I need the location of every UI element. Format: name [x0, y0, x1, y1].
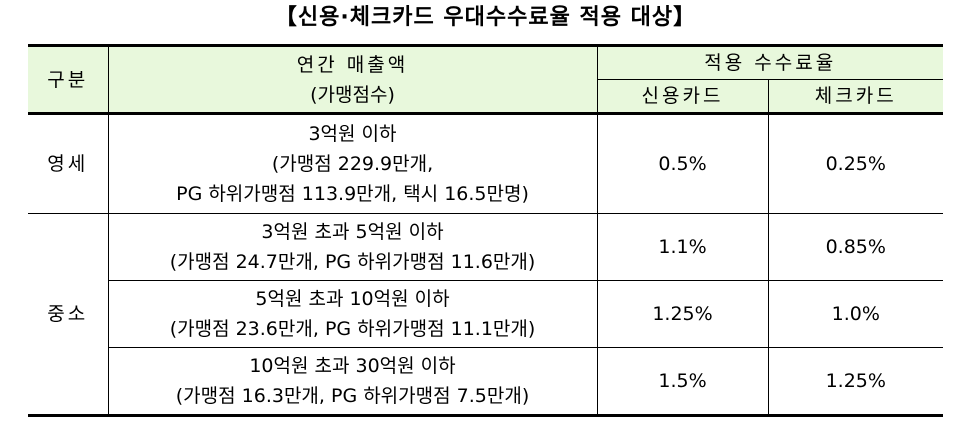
header-revenue: 연간 매출액 (가맹점수): [107, 44, 598, 115]
revenue-cell: 3억원 이하 (가맹점 229.9만개, PG 하위가맹점 113.9만개, 택…: [107, 113, 598, 214]
table-row: 영세 3억원 이하 (가맹점 229.9만개, PG 하위가맹점 113.9만개…: [28, 113, 944, 214]
table-row: 10억원 초과 30억원 이하 (가맹점 16.3만개, PG 하위가맹점 7.…: [28, 347, 944, 417]
table-row: 중소 3억원 초과 5억원 이하 (가맹점 24.7만개, PG 하위가맹점 1…: [28, 213, 944, 417]
header-row-1: 구분 연간 매출액 (가맹점수) 적용 수수료율: [28, 44, 944, 115]
header-applied-rate: 적용 수수료율: [596, 44, 944, 80]
preferential-rate-table: 구분 연간 매출액 (가맹점수) 적용 수수료율 신용카드 체크카드 영세 3억…: [28, 44, 944, 417]
check-rate-cell: 1.25%: [767, 347, 944, 417]
credit-rate-cell: 1.25%: [596, 280, 769, 348]
header-row-2: 신용카드 체크카드: [28, 79, 944, 115]
check-rate-cell: 0.85%: [767, 213, 944, 281]
revenue-cell: 10억원 초과 30억원 이하 (가맹점 16.3만개, PG 하위가맹점 7.…: [107, 347, 598, 417]
category-cell: 중소: [28, 213, 109, 417]
credit-rate-cell: 1.1%: [596, 213, 769, 281]
header-revenue-line1: 연간 매출액: [296, 53, 409, 76]
header-check-card: 체크카드: [767, 79, 944, 115]
check-rate-cell: 1.0%: [767, 280, 944, 348]
credit-rate-cell: 0.5%: [596, 113, 769, 214]
revenue-cell: 5억원 초과 10억원 이하 (가맹점 23.6만개, PG 하위가맹점 11.…: [107, 280, 598, 348]
table-title: 【신용·체크카드 우대수수료율 적용 대상】: [274, 5, 697, 30]
category-cell: 영세: [28, 113, 109, 214]
header-revenue-line2: (가맹점수): [310, 83, 395, 106]
table-row: 5억원 초과 10억원 이하 (가맹점 23.6만개, PG 하위가맹점 11.…: [28, 280, 944, 348]
header-category: 구분: [28, 44, 109, 115]
revenue-cell: 3억원 초과 5억원 이하 (가맹점 24.7만개, PG 하위가맹점 11.6…: [107, 213, 598, 281]
credit-rate-cell: 1.5%: [596, 347, 769, 417]
header-credit-card: 신용카드: [596, 79, 769, 115]
check-rate-cell: 0.25%: [767, 113, 944, 214]
